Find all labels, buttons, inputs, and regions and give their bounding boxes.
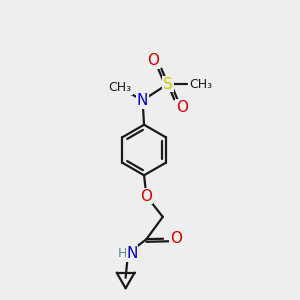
Text: S: S [163,76,173,92]
Text: O: O [140,189,152,204]
Text: O: O [176,100,188,115]
Text: O: O [170,231,182,246]
Text: N: N [127,246,138,261]
Text: CH₃: CH₃ [189,77,212,91]
Text: H: H [118,247,127,260]
Text: O: O [148,53,160,68]
Text: CH₃: CH₃ [109,81,132,94]
Text: N: N [137,93,148,108]
